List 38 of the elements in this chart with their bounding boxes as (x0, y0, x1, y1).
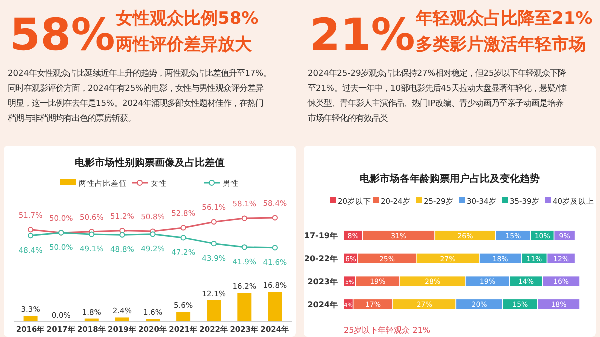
bar (176, 312, 191, 322)
text: 25岁以下年轻观众 21% (344, 326, 431, 335)
point (28, 227, 34, 233)
point (242, 216, 248, 222)
bar (238, 293, 252, 322)
point (150, 232, 156, 238)
text: 2024年女性观众占比延续近年上升的趋势，两性观众占比差值升至17%。 (8, 68, 272, 78)
text: 2024年25-29岁观众占比保持27%相对稳定，但25岁以下年轻观众下降 (308, 68, 566, 78)
text: 同时在观影评价方面，2024年有25%的电影，女性与男性观众评分差异 (8, 83, 264, 93)
point (211, 219, 217, 225)
point (120, 232, 126, 238)
text: 至21%。过去一年中，10部电影先后45天拉动大盘显著年轻化，悬疑/惊 (308, 83, 566, 93)
point (28, 233, 34, 239)
bar (268, 292, 282, 322)
text: 女性观众比例58% 两性评价差异放大 (115, 9, 259, 55)
point (211, 241, 217, 247)
text: 年轻观众占比降至21% 多类影片激活年轻市场 (415, 9, 593, 55)
y-tick-label: 2023年 (308, 277, 338, 286)
bar (115, 318, 130, 322)
y-tick-label: 2024年 (308, 300, 338, 310)
text: 58% (10, 10, 116, 61)
chart-title: 电影市场性别购票画像及占比差值 (75, 157, 225, 169)
point (180, 225, 186, 231)
text: 21% (310, 10, 416, 61)
point (272, 215, 278, 221)
text: 悚类型、青年影人主演作品、热门IP改编、青少动画乃至亲子动画是培养 (307, 98, 564, 108)
bar (24, 316, 38, 322)
y-tick-label: 17-19年 (304, 232, 338, 241)
point (242, 244, 248, 250)
text: 市场年轻化的有效品类 (308, 113, 388, 123)
chart-title: 电影市场各年龄购票用户占比及变化趋势 (360, 173, 540, 185)
text: 档期与非档期均有出色的票房斩获。 (7, 113, 136, 123)
point (89, 232, 95, 238)
point (180, 235, 186, 241)
y-tick-label: 20-22年 (304, 254, 338, 264)
bar (207, 300, 222, 322)
text: 明显，这一比例在去年是15%。2024年涌现多部女性题材佳作，在热门 (8, 98, 264, 108)
point (272, 245, 278, 251)
